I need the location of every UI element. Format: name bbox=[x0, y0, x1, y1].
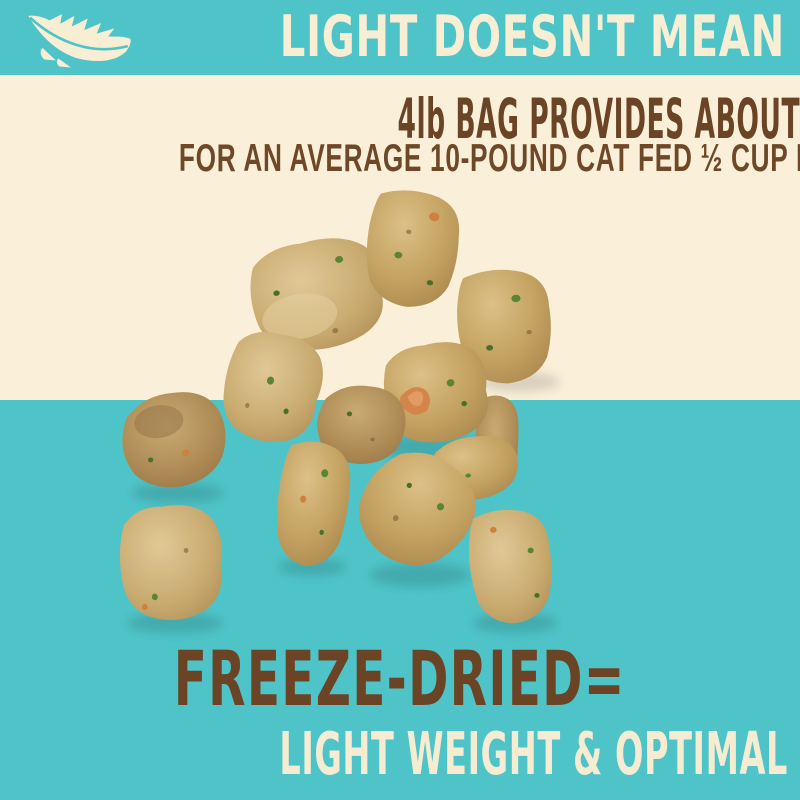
equation-text: FREEZE-DRIED= bbox=[174, 634, 626, 723]
subheadline-text: FOR AN AVERAGE 10-POUND CAT FED ½ CUP PE… bbox=[178, 137, 800, 180]
banner-title-wrap: LIGHT DOESN'T MEAN LESS bbox=[148, 9, 800, 66]
feather-icon bbox=[28, 13, 131, 67]
equation-row: FREEZE-DRIED= bbox=[0, 641, 800, 717]
top-banner: LIGHT DOESN'T MEAN LESS bbox=[0, 0, 800, 75]
headline-text: 4lb BAG PROVIDES ABOUT 7 WEEKS OF FEEDIN… bbox=[397, 87, 800, 151]
headline-row: 4lb BAG PROVIDES ABOUT 7 WEEKS OF FEEDIN… bbox=[0, 92, 800, 147]
subheadline-row: FOR AN AVERAGE 10-POUND CAT FED ½ CUP PE… bbox=[0, 139, 800, 178]
tagline-text: LIGHT WEIGHT & OPTIMAL NUTRITION bbox=[279, 719, 800, 788]
freeze-dried-nuggets-illustration bbox=[116, 186, 560, 633]
banner-title: LIGHT DOESN'T MEAN LESS bbox=[279, 4, 800, 70]
tagline-row: LIGHT WEIGHT & OPTIMAL NUTRITION bbox=[0, 724, 800, 783]
